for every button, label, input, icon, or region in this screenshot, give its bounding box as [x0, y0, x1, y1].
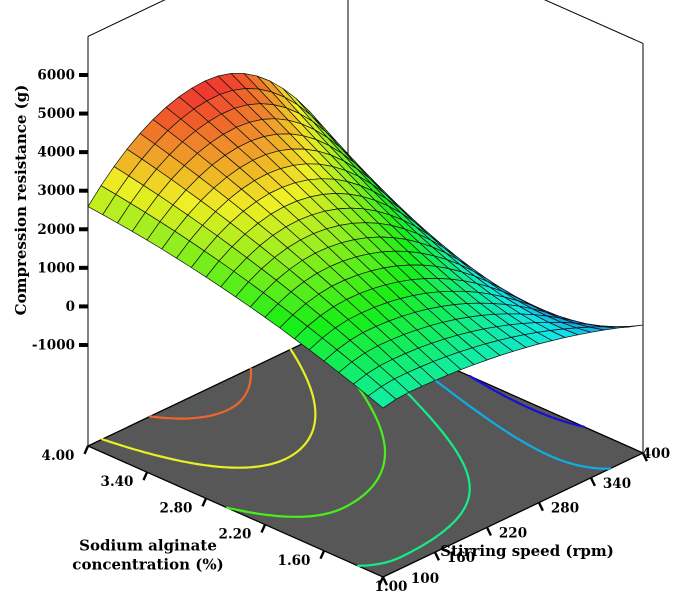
- z-axis: 6000 5000 4000 3000 2000 1000 0 -1000: [32, 67, 88, 353]
- surface-mesh: [87, 73, 644, 409]
- speed-tick-label: 280: [551, 501, 579, 517]
- z-tick-label: -1000: [32, 337, 75, 353]
- speed-tick-label: 100: [411, 571, 439, 587]
- concentration-tick-label: 1.60: [278, 553, 311, 569]
- z-tick-label: 5000: [37, 106, 75, 122]
- z-tick-label: 0: [66, 299, 75, 315]
- concentration-tick-label: 4.00: [42, 448, 75, 464]
- z-tick-label: 1000: [37, 260, 75, 276]
- concentration-tick-label: 1.00: [375, 579, 408, 595]
- z-tick-label: 6000: [37, 67, 75, 83]
- speed-tick-label: 160: [447, 550, 475, 566]
- speed-tick-label: 400: [642, 446, 670, 462]
- speed-tick-label: 220: [499, 525, 527, 541]
- concentration-axis: 4.00 3.40 2.80 2.20 1.60 1.00: [42, 445, 408, 595]
- concentration-tick-label: 2.20: [219, 527, 252, 543]
- z-tick-label: 4000: [37, 145, 75, 161]
- z-tick-label: 3000: [37, 183, 75, 199]
- speed-axis: 100 160 220 280 340 400: [381, 446, 670, 587]
- concentration-tick-label: 2.80: [160, 500, 193, 516]
- z-tick-label: 2000: [37, 222, 75, 238]
- concentration-tick-label: 3.40: [101, 474, 134, 490]
- speed-tick-label: 340: [603, 476, 631, 492]
